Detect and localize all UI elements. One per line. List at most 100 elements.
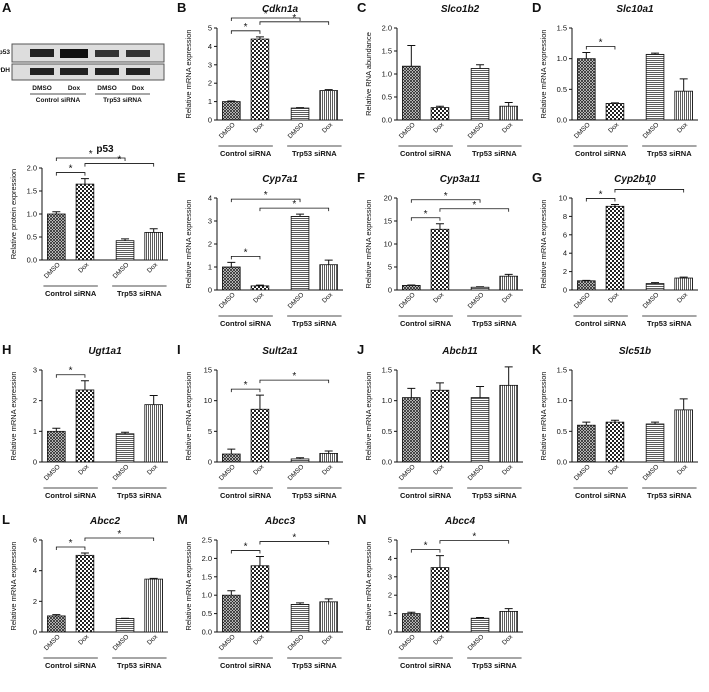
lane-label: DMSO	[32, 85, 52, 92]
group-label: Trp53 siRNA	[472, 319, 517, 328]
y-tick-label: 4	[388, 554, 392, 563]
bar	[646, 54, 664, 120]
y-tick-label: 3	[208, 217, 212, 226]
y-tick-label: 4	[208, 194, 212, 203]
group-label: Control siRNA	[220, 491, 272, 500]
bar	[402, 285, 420, 290]
group-label: Trp53 siRNA	[292, 661, 337, 670]
y-tick-label: 5	[208, 427, 212, 436]
y-tick-label: 1.5	[202, 572, 212, 581]
chart-title: Slc10a1	[616, 4, 654, 15]
blot-band	[126, 68, 150, 75]
y-axis-label: Relative mRNA expression	[9, 541, 18, 630]
panel-label: A	[2, 0, 12, 15]
significance-star: *	[599, 189, 603, 200]
y-tick-label: 2	[388, 591, 392, 600]
y-tick-label: 1.5	[382, 47, 392, 56]
panel-label: I	[177, 342, 181, 357]
bar	[251, 409, 269, 462]
significance-star: *	[647, 180, 651, 191]
y-tick-label: 1.0	[27, 210, 37, 219]
bar	[116, 434, 134, 462]
panel-label: N	[357, 512, 366, 527]
group-label: Control siRNA	[400, 491, 452, 500]
bar	[116, 241, 134, 260]
bar	[320, 602, 338, 632]
y-tick-label: 6	[33, 536, 37, 545]
significance-star: *	[89, 149, 93, 160]
bar	[402, 614, 420, 632]
chart-title: Cyp7a1	[262, 174, 298, 185]
bar	[320, 453, 338, 462]
chart-title: Slco1b2	[441, 4, 480, 15]
y-tick-label: 0	[33, 458, 37, 467]
panel-label: B	[177, 0, 186, 15]
chart-title: Cyp3a11	[440, 174, 481, 185]
significance-star: *	[424, 541, 428, 552]
bar	[471, 618, 489, 632]
y-tick-label: 1.0	[202, 591, 212, 600]
chart-title: p53	[96, 144, 114, 155]
group-label: Trp53 siRNA	[647, 149, 692, 158]
bar	[222, 267, 240, 290]
y-tick-label: 0.5	[202, 609, 212, 618]
blot-band	[95, 68, 119, 75]
y-axis-label: Relative mRNA expression	[364, 541, 373, 630]
y-axis-label: Relative mRNA expression	[539, 29, 548, 118]
group-label: Trp53 siRNA	[292, 149, 337, 158]
y-tick-label: 8	[563, 212, 567, 221]
y-tick-label: 0.0	[382, 116, 392, 125]
panel-label: G	[532, 170, 542, 185]
y-tick-label: 0.5	[382, 93, 392, 102]
significance-star: *	[69, 366, 73, 377]
y-tick-label: 0.0	[382, 458, 392, 467]
y-tick-label: 1.5	[382, 366, 392, 375]
blot-band	[126, 50, 150, 57]
y-axis-label: Relative mRNA expression	[184, 199, 193, 288]
y-tick-label: 0.5	[557, 85, 567, 94]
bar	[222, 454, 240, 462]
y-tick-label: 0.0	[27, 256, 37, 265]
significance-star: *	[69, 538, 73, 549]
y-tick-label: 4	[563, 249, 567, 258]
bar	[675, 91, 693, 120]
chart-title: Abcb11	[441, 346, 478, 357]
y-tick-label: 0	[388, 628, 392, 637]
y-tick-label: 0	[33, 628, 37, 637]
group-label: Trp53 siRNA	[292, 319, 337, 328]
bar	[251, 286, 269, 290]
y-tick-label: 2	[208, 79, 212, 88]
y-tick-label: 20	[384, 194, 392, 203]
group-label: Control siRNA	[220, 319, 272, 328]
bar	[402, 66, 420, 120]
y-tick-label: 4	[33, 566, 37, 575]
y-tick-label: 5	[388, 536, 392, 545]
bar	[47, 431, 65, 462]
bar	[471, 68, 489, 120]
significance-star: *	[599, 38, 603, 49]
group-label: Control siRNA	[45, 289, 97, 298]
significance-star: *	[244, 542, 248, 553]
significance-star: *	[117, 529, 121, 540]
y-tick-label: 0	[388, 286, 392, 295]
bar	[145, 579, 163, 632]
y-tick-label: 2	[563, 267, 567, 276]
y-tick-label: 1	[33, 427, 37, 436]
bar	[116, 619, 134, 632]
chart-title: Ugt1a1	[88, 346, 122, 357]
y-tick-label: 0.0	[557, 458, 567, 467]
bar	[500, 385, 518, 462]
significance-star: *	[472, 200, 476, 211]
bar	[76, 184, 94, 260]
y-tick-label: 4	[208, 42, 212, 51]
panel-label: J	[357, 342, 364, 357]
bar	[500, 106, 518, 120]
panel-label: L	[2, 512, 10, 527]
significance-star: *	[244, 247, 248, 258]
bar	[646, 284, 664, 290]
group-label: Trp53 siRNA	[647, 319, 692, 328]
bar	[577, 281, 595, 290]
bar	[251, 566, 269, 632]
group-label: Control siRNA	[575, 149, 627, 158]
group-label: Trp53 siRNA	[472, 491, 517, 500]
